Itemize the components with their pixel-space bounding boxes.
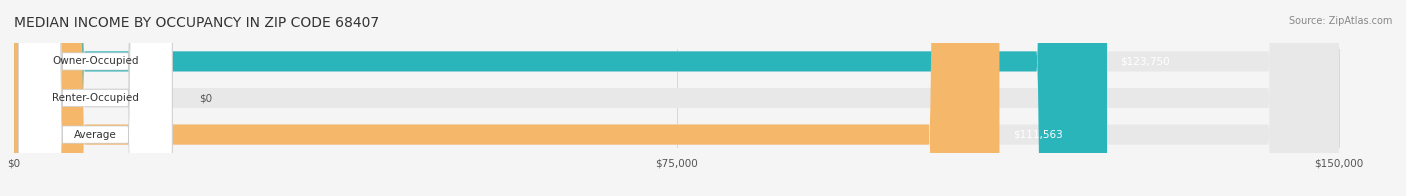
FancyBboxPatch shape <box>14 0 1339 196</box>
FancyBboxPatch shape <box>14 0 1339 196</box>
Text: $123,750: $123,750 <box>1121 56 1170 66</box>
Text: MEDIAN INCOME BY OCCUPANCY IN ZIP CODE 68407: MEDIAN INCOME BY OCCUPANCY IN ZIP CODE 6… <box>14 16 380 30</box>
Text: Source: ZipAtlas.com: Source: ZipAtlas.com <box>1288 16 1392 26</box>
FancyBboxPatch shape <box>18 0 172 196</box>
Text: Renter-Occupied: Renter-Occupied <box>52 93 139 103</box>
Text: Average: Average <box>75 130 117 140</box>
FancyBboxPatch shape <box>18 0 172 196</box>
Text: $111,563: $111,563 <box>1012 130 1063 140</box>
FancyBboxPatch shape <box>18 0 172 196</box>
FancyBboxPatch shape <box>14 0 1339 196</box>
FancyBboxPatch shape <box>14 0 1107 196</box>
Text: $0: $0 <box>198 93 212 103</box>
FancyBboxPatch shape <box>14 0 1000 196</box>
Text: Owner-Occupied: Owner-Occupied <box>52 56 139 66</box>
